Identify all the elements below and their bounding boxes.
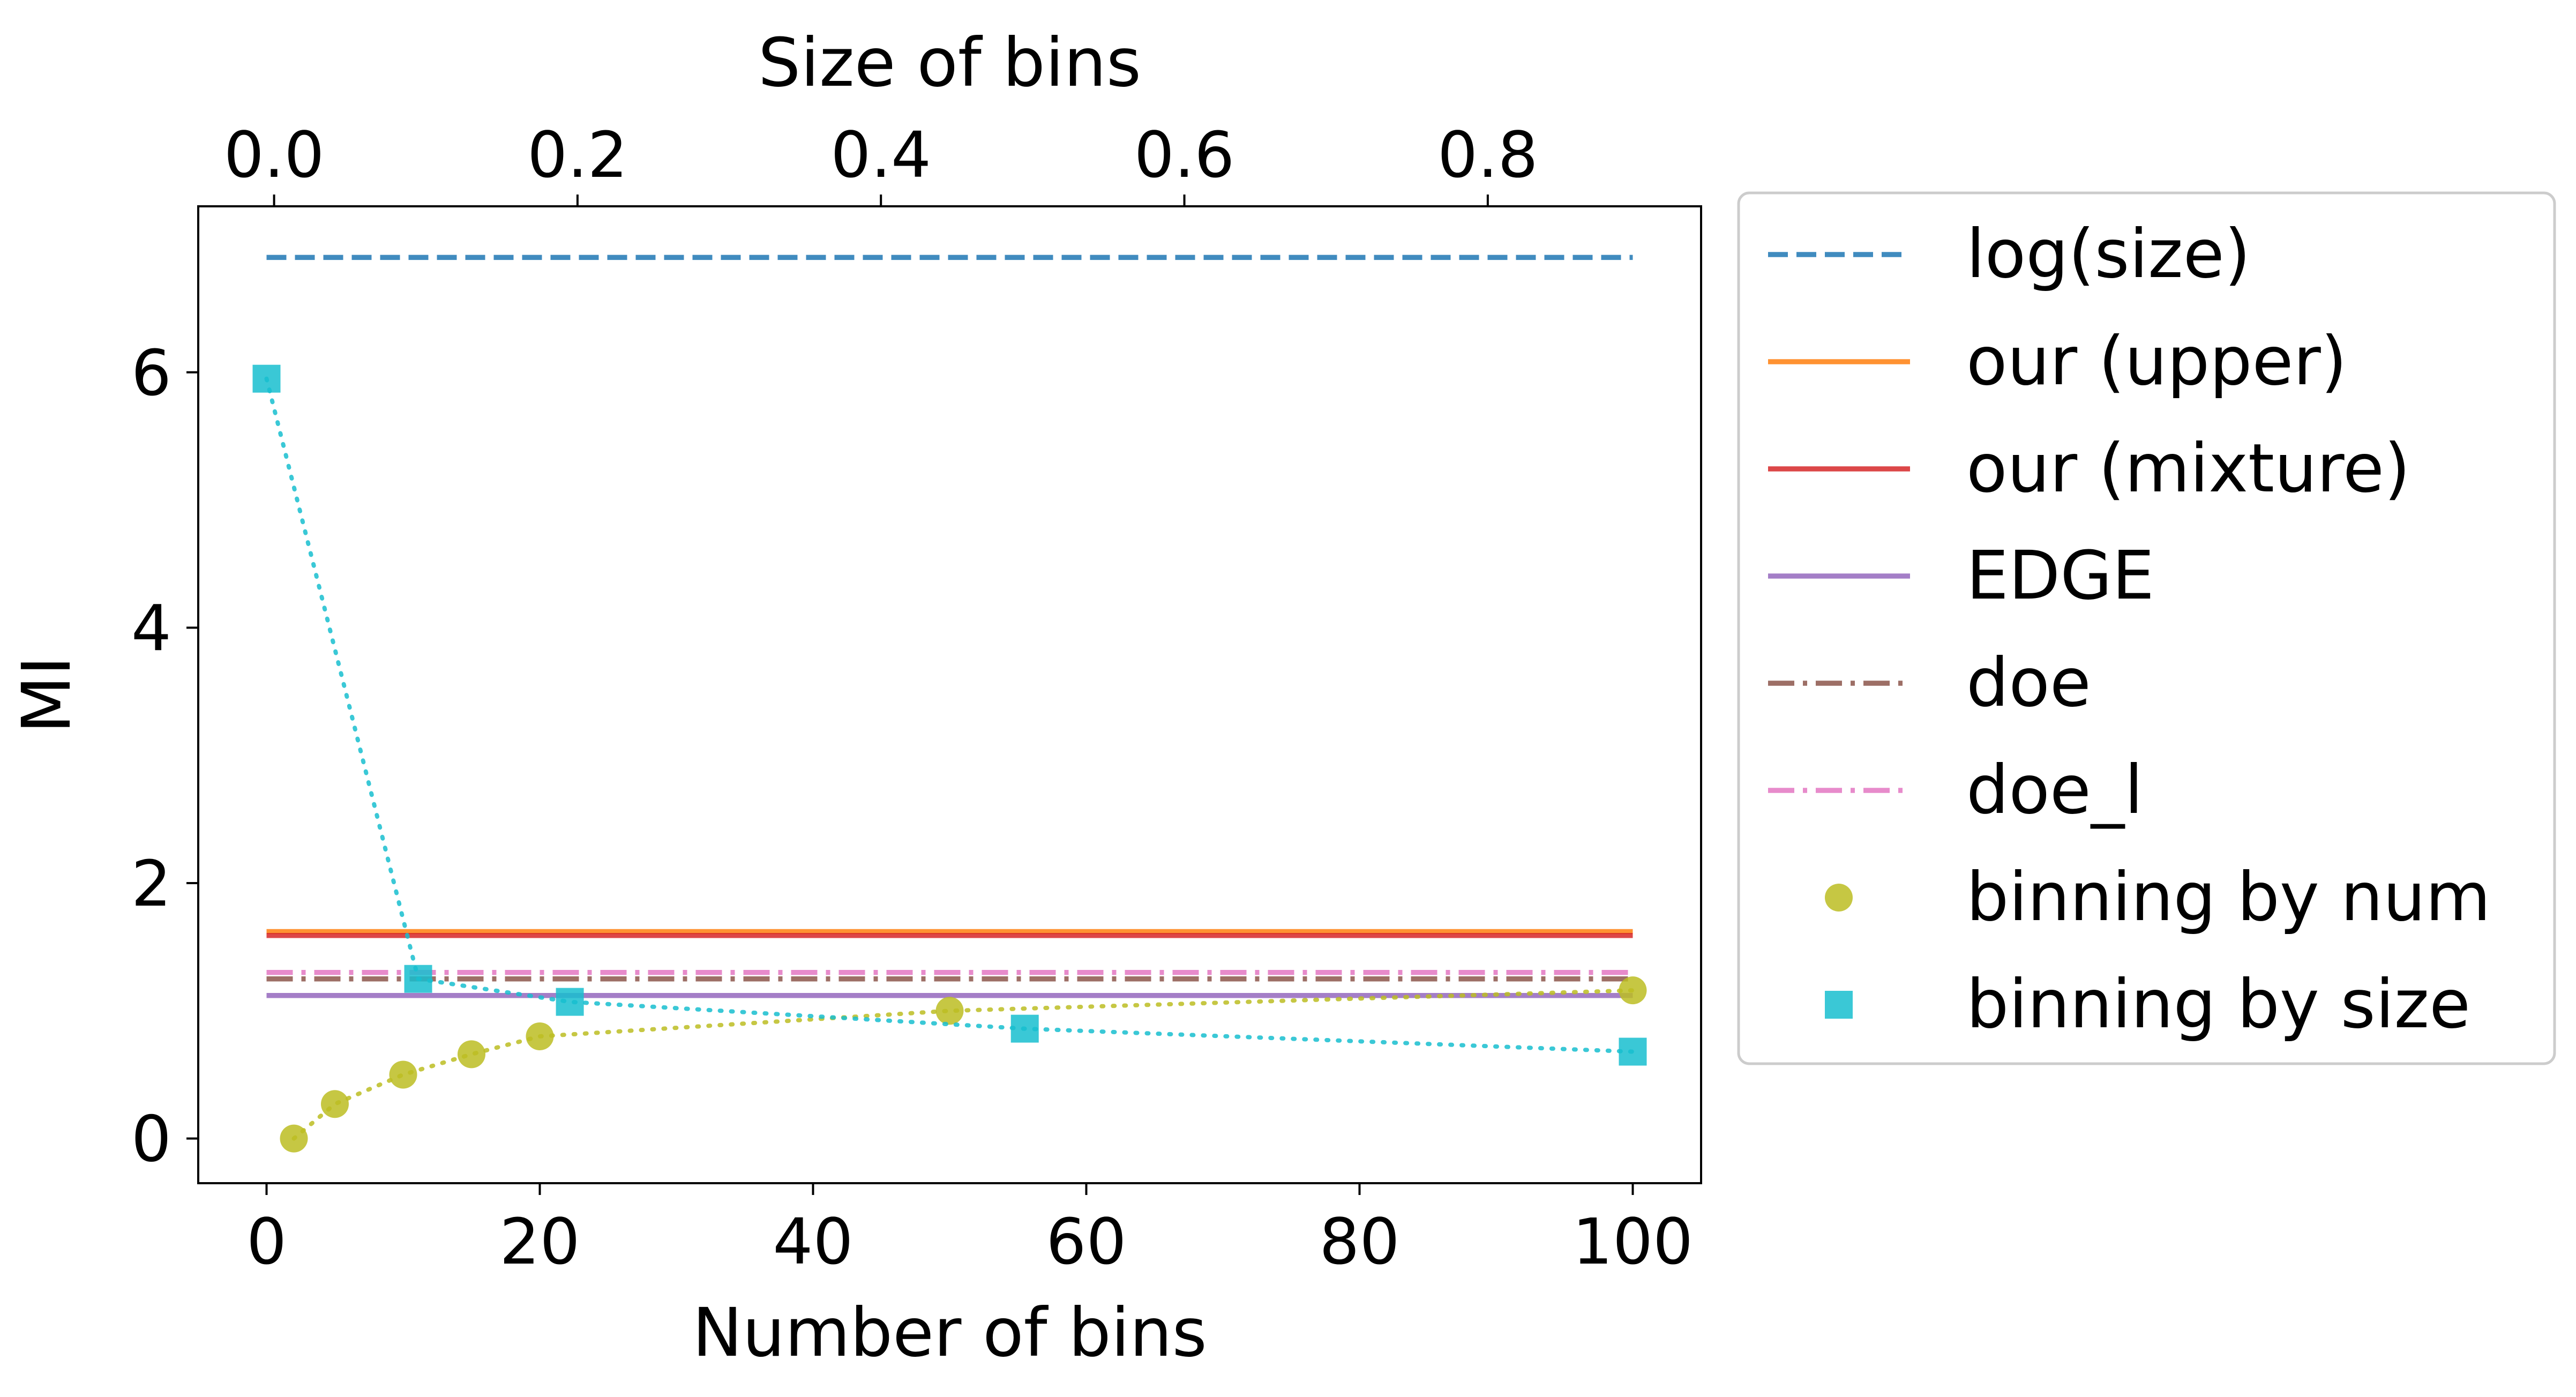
series-6: [280, 976, 1647, 1153]
series-7: [252, 364, 1647, 1066]
legend-item: doe: [1768, 644, 2091, 722]
data-point: [458, 1040, 485, 1069]
legend-label: log(size): [1966, 215, 2250, 293]
data-point: [556, 988, 584, 1016]
x-tick-label: 60: [1046, 1205, 1126, 1279]
x-tick-label: 100: [1572, 1205, 1693, 1279]
plot-frame: [197, 205, 1702, 1184]
top-tick-label: 0.6: [1134, 118, 1235, 192]
data-point: [1619, 976, 1647, 1005]
x-tick-label: 80: [1319, 1205, 1399, 1279]
data-point: [1619, 1037, 1647, 1066]
legend-item: log(size): [1768, 215, 2250, 293]
x-tick-label: 40: [773, 1205, 853, 1279]
data-point: [252, 364, 281, 393]
top-axis-label: Size of bins: [758, 24, 1141, 102]
top-tick-label: 0.2: [527, 118, 628, 192]
x-axis-label: Number of bins: [692, 1294, 1207, 1372]
legend-item: our (mixture): [1768, 430, 2410, 507]
legend-item: binning by size: [1825, 966, 2470, 1043]
data-point: [389, 1060, 417, 1089]
legend-label: doe: [1966, 644, 2091, 722]
y-tick-label: 6: [131, 336, 171, 410]
top-tick-label: 0.0: [224, 118, 325, 192]
legend-label: our (upper): [1966, 323, 2347, 400]
legend: log(size) our (upper) our (mixture) EDGE doe…: [1737, 191, 2556, 1065]
legend-item: binning by num: [1825, 858, 2491, 936]
connector-line: [264, 376, 1635, 1054]
legend-item: doe_l: [1768, 751, 2143, 829]
x-tick-label: 20: [499, 1205, 580, 1279]
top-tick-label: 0.4: [830, 118, 931, 192]
series-layer: [252, 255, 1647, 1153]
legend-label: doe_l: [1966, 751, 2143, 829]
legend-marker: [1825, 991, 1853, 1019]
y-tick-label: 4: [131, 591, 171, 665]
legend-label: our (mixture): [1966, 430, 2410, 507]
legend-item: our (upper): [1768, 323, 2347, 400]
data-point: [526, 1022, 554, 1050]
data-point: [280, 1124, 308, 1153]
x-tick-label: 0: [246, 1205, 287, 1279]
y-tick-label: 2: [131, 847, 171, 921]
top-tick-label: 0.8: [1437, 118, 1538, 192]
legend-marker: [1825, 884, 1853, 912]
data-point: [935, 997, 964, 1025]
legend-label: binning by num: [1966, 858, 2491, 936]
axes-layer: 0 20 40 60 80 100 0.0 0.2 0.4 0.6 0.8 0 2 4 6: [131, 118, 1702, 1279]
data-point: [1010, 1014, 1039, 1043]
data-point: [321, 1090, 349, 1118]
y-axis-label: MI: [8, 656, 86, 734]
data-point: [404, 965, 432, 993]
legend-label: binning by size: [1966, 966, 2470, 1043]
legend-label: EDGE: [1966, 537, 2154, 615]
legend-box: [1737, 191, 2556, 1065]
y-tick-label: 0: [131, 1102, 171, 1176]
legend-item: EDGE: [1768, 537, 2154, 615]
